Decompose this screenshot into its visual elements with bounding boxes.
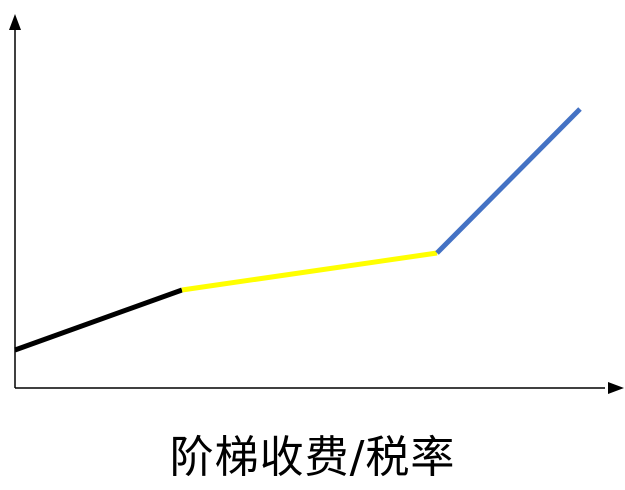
y-axis-arrow-icon <box>9 14 21 30</box>
diagram-caption: 阶梯收费/税率 <box>169 432 456 483</box>
tiered-rate-diagram <box>9 14 624 394</box>
tier-3-segment <box>435 107 582 255</box>
x-axis-arrow-icon <box>608 382 624 394</box>
tier-2-segment <box>181 250 438 293</box>
tier-1-segment <box>14 287 183 353</box>
